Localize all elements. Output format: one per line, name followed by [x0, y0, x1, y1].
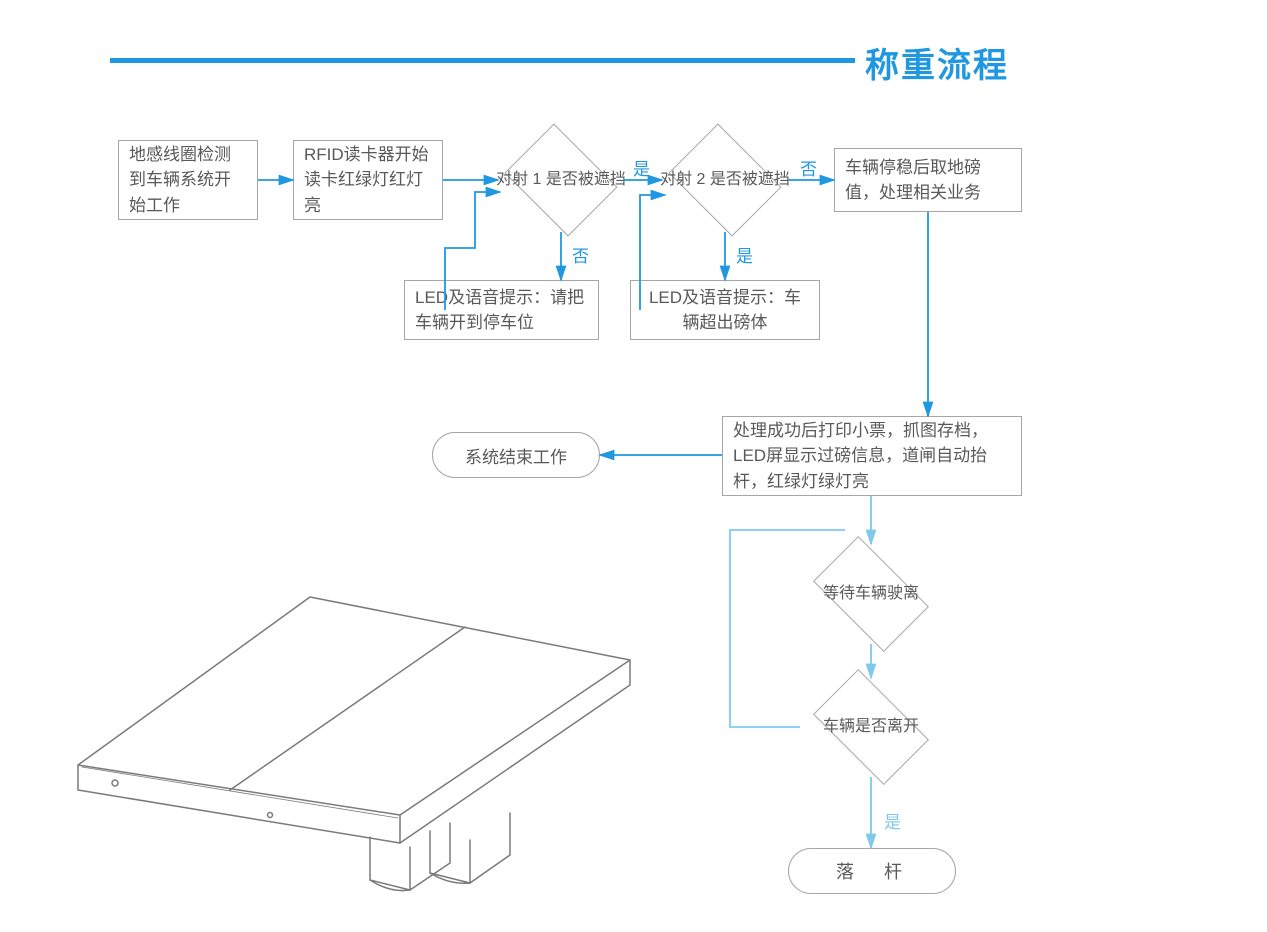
node-n6-text: 处理成功后打印小票，抓图存档，LED屏显示过磅信息，道闸自动抬杆，红绿灯绿灯亮: [733, 418, 1011, 495]
node-n4-text: LED及语音提示：请把车辆开到停车位: [415, 285, 588, 336]
node-n6: 处理成功后打印小票，抓图存档，LED屏显示过磅信息，道闸自动抬杆，红绿灯绿灯亮: [722, 416, 1022, 496]
node-d3: 等待车辆驶离: [821, 562, 921, 626]
label-d4-yes: 是: [884, 808, 901, 833]
node-n4: LED及语音提示：请把车辆开到停车位: [404, 280, 599, 340]
node-d3-text: 等待车辆驶离: [791, 543, 951, 645]
weighbridge-sketch: [70, 585, 660, 895]
node-n1-text: 地感线圈检测到车辆系统开始工作: [129, 142, 247, 219]
node-n8: 落 杆: [788, 848, 956, 894]
canvas: 称重流程 地感线圈检测到车辆系统开始工作 RFID读卡器开始读卡红绿灯红灯亮 对…: [0, 0, 1267, 932]
node-n3-text: 车辆停稳后取地磅值，处理相关业务: [845, 155, 1011, 206]
node-d4-text: 车辆是否离开: [791, 676, 951, 778]
node-n2-text: RFID读卡器开始读卡红绿灯红灯亮: [304, 142, 432, 219]
node-n5: LED及语音提示：车辆超出磅体: [630, 280, 820, 340]
node-n1: 地感线圈检测到车辆系统开始工作: [118, 140, 258, 220]
node-d2: 对射 2 是否被遮挡: [680, 145, 770, 215]
node-n5-text: LED及语音提示：车辆超出磅体: [641, 285, 809, 336]
node-n7-text: 系统结束工作: [465, 443, 567, 468]
header-rule: [110, 58, 855, 63]
label-d1-no: 否: [572, 242, 589, 267]
node-n2: RFID读卡器开始读卡红绿灯红灯亮: [293, 140, 443, 220]
label-d2-no: 否: [800, 155, 817, 180]
page-title: 称重流程: [865, 38, 1009, 87]
node-d2-text: 对射 2 是否被遮挡: [653, 124, 797, 236]
label-d2-yes: 是: [736, 242, 753, 267]
node-d1-text: 对射 1 是否被遮挡: [489, 124, 633, 236]
node-d1: 对射 1 是否被遮挡: [516, 145, 606, 215]
node-n7: 系统结束工作: [432, 432, 600, 478]
node-d4: 车辆是否离开: [821, 695, 921, 759]
node-n3: 车辆停稳后取地磅值，处理相关业务: [834, 148, 1022, 212]
node-n8-text: 落 杆: [836, 858, 908, 884]
label-d1-yes: 是: [633, 155, 650, 180]
